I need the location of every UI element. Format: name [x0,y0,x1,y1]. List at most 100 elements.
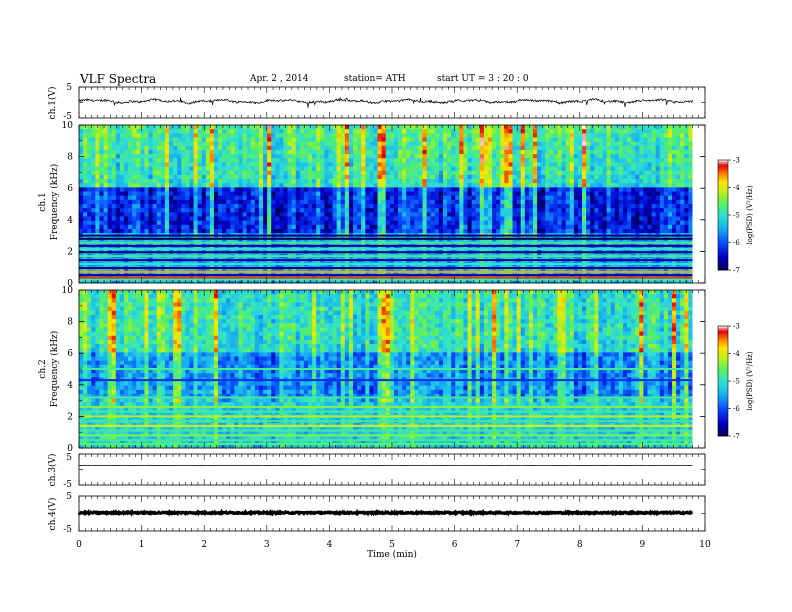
spectrogram-cell [504,179,509,184]
spectrogram-cell [336,133,342,138]
spectrogram-cell [487,170,493,176]
spectrogram-cell [136,191,141,197]
spectrogram-cell [365,162,370,167]
spectrogram-cell [193,133,199,138]
spectrogram-cell [451,129,456,134]
spectrogram-cell [520,179,526,184]
spectrogram-cell [598,204,603,209]
spectrogram-cell [168,191,174,197]
spectrogram-cell [287,199,293,205]
spectrogram-cell [267,208,272,213]
spectrogram-cell [479,204,485,209]
spectrogram-cell [181,191,186,197]
spectrogram-cell [402,158,407,163]
spectrogram-cell [201,191,207,197]
spectrogram-cell [316,125,321,130]
spectrogram-cell [406,191,411,197]
spectrogram-cell [258,224,264,230]
spectrogram-cell [582,166,587,172]
spectrogram-cell [99,137,104,143]
spectrogram-cell [471,145,477,151]
spectrogram-cell [377,125,383,130]
spectrogram-cell [234,216,239,222]
spectrogram-cell [426,187,432,192]
spectrogram-cell [606,137,612,143]
spectrogram-cell [164,191,170,197]
spectrogram-cell [393,212,399,217]
spectrogram-cell [463,220,468,226]
spectrogram-cell [111,137,117,143]
spectrogram-cell [606,154,612,159]
spectrogram-cell [573,170,579,176]
spectrogram-cell [475,145,481,151]
spectrogram-cell [136,199,141,205]
spectrogram-cell [512,133,518,138]
spectrogram-cell [119,125,125,130]
spectrogram-cell [148,174,154,180]
spectrogram-cell [254,158,260,163]
spectrogram-cell [422,195,428,201]
spectrogram-cell [99,170,104,176]
spectrogram-cell [205,125,211,130]
spectrogram-cell [295,228,301,234]
spectrogram-cell [573,216,579,222]
spectrogram-cell [222,170,227,176]
spectrogram-cell [365,187,370,192]
spectrogram-cell [381,179,387,184]
spectrogram-cell [451,137,456,143]
spectrogram-cell [590,149,595,155]
spectrogram-cell [475,187,481,192]
spectrogram-cell [177,224,182,230]
spectrogram-cell [594,166,599,172]
spectrogram-cell [287,158,293,163]
spectrogram-cell [115,199,121,205]
spectrogram-cell [545,154,550,159]
spectrogram-cell [136,224,141,230]
spectrogram-cell [586,195,591,201]
spectrogram-cell [148,216,154,222]
spectrogram-cell [111,187,117,192]
spectrogram-cell [115,162,121,167]
spectrogram-cell [357,170,362,176]
spectrogram-cell [340,179,346,184]
spectrogram-cell [213,208,219,213]
spectrogram-cell [353,208,358,213]
spectrogram-cell [528,149,534,155]
spectrogram-cell [283,133,288,138]
spectrogram-cell [520,191,526,197]
spectrogram-cell [447,174,452,180]
spectrogram-cell [422,154,428,159]
spectrogram-cell [148,228,154,234]
spectrogram-cell [242,199,248,205]
spectrogram-cell [136,195,141,201]
spectrogram-cell [582,133,587,138]
spectrogram-cell [336,228,342,234]
spectrogram-cell [222,228,227,234]
spectrogram-cell [99,245,104,251]
spectrogram-cell [181,204,186,209]
spectrogram-cell [320,204,325,209]
spectrogram-cell [156,224,162,230]
spectrogram-cell [316,208,321,213]
spectrogram-cell [168,228,174,234]
spectrogram-cell [279,162,284,167]
spectrogram-cell [590,224,595,230]
spectrogram-cell [414,187,419,192]
spectrogram-cell [328,187,333,192]
spectrogram-cell [389,212,395,217]
spectrogram-cell [541,158,546,163]
spectrogram-cell [565,162,571,167]
spectrogram-cell [238,179,243,184]
spectrogram-cell [434,204,440,209]
spectrogram-cell [512,125,518,130]
spectrogram-cell [438,224,444,230]
spectrogram-cell [271,125,276,130]
spectrogram-cell [332,137,338,143]
spectrogram-cell [582,191,587,197]
spectrogram-cell [144,224,149,230]
spectrogram-cell [373,149,378,155]
spectrogram-cell [107,174,113,180]
spectrogram-cell [385,278,391,284]
spectrogram-cell [316,212,321,217]
spectrogram-cell [258,149,264,155]
